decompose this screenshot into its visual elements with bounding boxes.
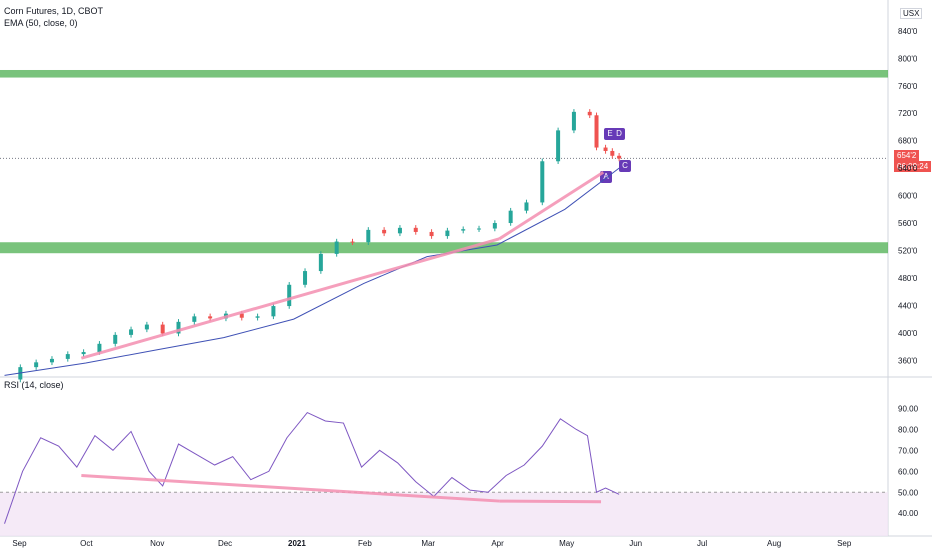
- candle-body: [81, 352, 86, 355]
- price-tick-label: 640'0: [898, 164, 918, 173]
- price-tick-label: 600'0: [898, 192, 918, 201]
- candle-body: [461, 229, 466, 231]
- price-tick-label: 560'0: [898, 219, 918, 228]
- candle-body: [556, 130, 561, 162]
- candle-body: [65, 354, 70, 359]
- time-tick-label: Jun: [629, 539, 642, 548]
- price-trendline-0: [80, 237, 500, 360]
- time-tick-label: May: [559, 539, 574, 548]
- candle-body: [429, 231, 434, 237]
- price-tick-label: 840'0: [898, 27, 918, 36]
- candle-body: [97, 343, 102, 353]
- time-tick-label: 2021: [288, 539, 306, 548]
- price-tick-label: 480'0: [898, 274, 918, 283]
- rsi-trendline-1: [499, 499, 602, 504]
- candle-body: [413, 227, 418, 232]
- candle-body: [113, 334, 118, 344]
- candle-body: [303, 271, 308, 285]
- candle-body: [334, 241, 339, 254]
- candle-body: [255, 316, 260, 318]
- chart-title: Corn Futures, 1D, CBOT: [4, 6, 104, 16]
- time-tick-label: Feb: [358, 539, 372, 548]
- countdown-tag: 06:09:24: [894, 161, 932, 172]
- rsi-tick-label: 50.00: [898, 488, 919, 497]
- ema-legend: EMA (50, close, 0): [4, 18, 78, 28]
- time-tick-label: Dec: [218, 539, 232, 548]
- candle-body: [508, 210, 513, 224]
- currency-badge[interactable]: USX: [900, 8, 923, 19]
- time-tick-label: Mar: [421, 539, 435, 548]
- candle-body: [208, 316, 213, 319]
- price-tick-label: 400'0: [898, 329, 918, 338]
- candle-body: [160, 324, 165, 334]
- candle-body: [49, 358, 54, 363]
- candle-body: [587, 111, 592, 116]
- time-tick-label: Apr: [491, 539, 504, 548]
- time-tick-label: Oct: [80, 539, 93, 548]
- time-tick-label: Nov: [150, 539, 164, 548]
- candle-body: [397, 227, 402, 234]
- price-tick-label: 720'0: [898, 109, 918, 118]
- rsi-tick-label: 40.00: [898, 509, 919, 518]
- candle-body: [318, 253, 323, 272]
- rsi-tick-label: 80.00: [898, 425, 919, 434]
- candle-body: [445, 230, 450, 237]
- candle-body: [271, 306, 276, 317]
- rsi-tick-label: 70.00: [898, 446, 919, 455]
- price-trendline-1: [498, 170, 605, 241]
- price-tick-label: 520'0: [898, 246, 918, 255]
- rsi-trendline-0: [81, 473, 500, 503]
- candle-body: [176, 321, 181, 334]
- last-price-tag: 654'2: [894, 150, 920, 161]
- time-tick-label: Sep: [12, 539, 27, 548]
- candle-body: [34, 362, 39, 368]
- candle-body: [192, 316, 197, 322]
- time-tick-label: Aug: [767, 539, 781, 548]
- candle-body: [492, 223, 497, 229]
- rsi-line: [4, 411, 620, 524]
- pattern-marker-d: D: [613, 128, 625, 140]
- support-zone-1: [0, 242, 888, 254]
- candle-body: [603, 147, 608, 151]
- time-tick-label: Jul: [697, 539, 707, 548]
- candle-body: [382, 229, 387, 234]
- rsi-tick-label: 60.00: [898, 467, 919, 476]
- candle-body: [540, 161, 545, 203]
- candle-body: [366, 229, 371, 243]
- candle-body: [610, 150, 615, 156]
- price-tick-label: 680'0: [898, 137, 918, 146]
- price-tick-label: 440'0: [898, 301, 918, 310]
- price-tick-label: 760'0: [898, 82, 918, 91]
- rsi-legend: RSI (14, close): [4, 380, 64, 390]
- candle-body: [239, 313, 244, 318]
- candle-body: [144, 324, 149, 330]
- price-tick-label: 360'0: [898, 356, 918, 365]
- rsi-background-band: [0, 492, 888, 536]
- candle-body: [287, 284, 292, 307]
- candle-body: [594, 115, 599, 148]
- candle-body: [477, 228, 482, 230]
- ema50-line: [4, 167, 620, 376]
- pattern-marker-c: C: [619, 160, 631, 172]
- candle-body: [350, 241, 355, 243]
- support-zone-0: [0, 69, 888, 78]
- price-tick-label: 800'0: [898, 54, 918, 63]
- candle-body: [129, 329, 134, 335]
- candle-body: [617, 155, 622, 159]
- candle-body: [571, 111, 576, 131]
- candle-body: [524, 202, 529, 211]
- rsi-tick-label: 90.00: [898, 404, 919, 413]
- time-tick-label: Sep: [837, 539, 852, 548]
